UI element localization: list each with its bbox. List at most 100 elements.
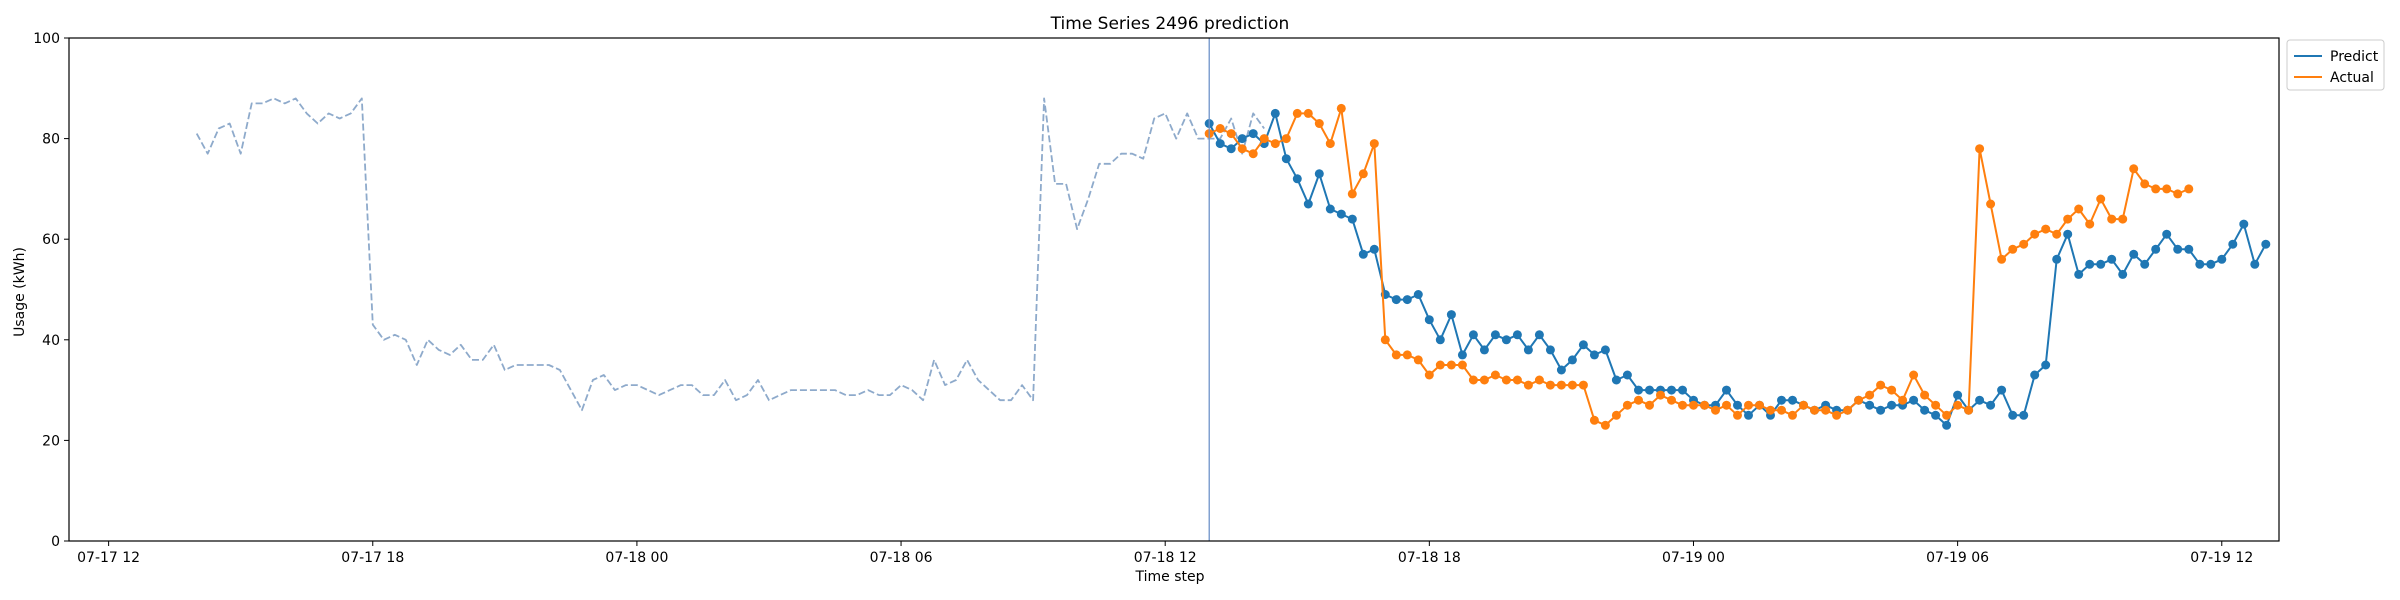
x-axis-title: Time step xyxy=(1135,569,1205,585)
data-point-actual xyxy=(1259,134,1269,144)
chart-title: Time Series 2496 prediction xyxy=(1050,14,1290,34)
data-point-predict xyxy=(1270,108,1280,118)
data-point-actual xyxy=(1622,400,1632,410)
data-point-predict xyxy=(2162,229,2172,239)
data-point-predict xyxy=(1975,395,1985,405)
data-point-actual xyxy=(1645,400,1654,410)
data-point-predict xyxy=(1722,385,1731,395)
data-point-actual xyxy=(2118,214,2128,224)
data-point-actual xyxy=(1843,405,1853,415)
data-point-predict xyxy=(1424,315,1434,325)
data-point-actual xyxy=(1854,395,1864,405)
data-point-predict xyxy=(2217,254,2227,264)
data-point-actual xyxy=(2063,214,2073,224)
data-point-predict xyxy=(1248,129,1258,139)
data-point-predict xyxy=(1744,410,1753,420)
data-point-actual xyxy=(1964,405,1974,415)
data-point-predict xyxy=(1347,214,1357,224)
data-point-predict xyxy=(1986,400,1996,410)
data-point-actual xyxy=(1435,360,1445,370)
data-point-actual xyxy=(1986,199,1996,209)
data-point-predict xyxy=(1600,345,1610,355)
data-point-actual xyxy=(1898,395,1908,405)
data-point-actual xyxy=(1909,370,1919,380)
data-point-predict xyxy=(1402,295,1412,305)
data-point-predict xyxy=(2118,269,2128,279)
data-point-predict xyxy=(1501,335,1511,345)
data-point-actual xyxy=(1578,380,1588,390)
data-point-predict xyxy=(1942,420,1952,430)
data-point-actual xyxy=(1777,405,1786,415)
data-point-predict xyxy=(1931,410,1941,420)
data-point-predict xyxy=(1336,209,1346,219)
data-point-predict xyxy=(2151,244,2161,254)
data-point-actual xyxy=(2019,239,2029,249)
data-point-actual xyxy=(1788,410,1797,420)
data-point-predict xyxy=(2063,229,2073,239)
x-tick-label: 07-19 12 xyxy=(2190,550,2253,566)
y-tick-label: 80 xyxy=(42,132,60,148)
data-point-predict xyxy=(1634,385,1643,395)
data-point-actual xyxy=(2074,204,2084,214)
data-point-actual xyxy=(1215,124,1225,133)
data-point-actual xyxy=(1534,375,1544,385)
data-point-actual xyxy=(2041,224,2051,234)
data-point-actual xyxy=(1523,380,1533,390)
data-point-actual xyxy=(1733,410,1742,420)
data-point-actual xyxy=(1887,385,1897,395)
data-point-actual xyxy=(1821,405,1831,415)
data-point-predict xyxy=(1281,154,1291,164)
data-point-predict xyxy=(1215,139,1225,149)
data-point-actual xyxy=(1303,108,1313,118)
data-point-actual xyxy=(1997,254,2007,264)
data-point-predict xyxy=(2173,244,2183,254)
data-point-actual xyxy=(1391,350,1401,360)
data-point-predict xyxy=(1556,365,1566,375)
data-point-actual xyxy=(1832,410,1842,420)
data-point-predict xyxy=(2030,370,2040,380)
data-point-actual xyxy=(1446,360,1456,370)
data-point-actual xyxy=(1270,139,1280,149)
data-point-actual xyxy=(1656,390,1665,400)
data-point-actual xyxy=(2085,219,2095,229)
data-point-actual xyxy=(1490,370,1500,380)
data-point-predict xyxy=(1446,310,1456,320)
data-point-actual xyxy=(2151,184,2161,194)
data-point-actual xyxy=(1589,415,1599,425)
data-point-actual xyxy=(1810,405,1819,415)
data-point-predict xyxy=(1567,355,1577,365)
data-point-predict xyxy=(1953,390,1963,400)
data-point-actual xyxy=(1512,375,1522,385)
x-tick-label: 07-18 06 xyxy=(870,550,933,566)
data-point-predict xyxy=(2239,219,2249,229)
axis-ticks: 0 20 40 60 80 100 07-17 12 07-17 18 07-18 00 07-1… xyxy=(33,31,2253,566)
data-point-predict xyxy=(1678,385,1687,395)
data-point-predict xyxy=(1667,385,1676,395)
data-point-actual xyxy=(1975,144,1985,154)
y-axis-title: Usage (kWh) xyxy=(12,247,28,337)
y-tick-label: 40 xyxy=(42,333,60,349)
data-point-predict xyxy=(2228,239,2238,249)
data-point-actual xyxy=(1556,380,1566,390)
data-point-predict xyxy=(2052,254,2062,264)
x-tick-label: 07-18 12 xyxy=(1134,550,1197,566)
data-point-predict xyxy=(1490,330,1500,340)
data-point-actual xyxy=(1248,149,1258,159)
data-point-predict xyxy=(1457,350,1467,360)
x-tick-label: 07-19 00 xyxy=(1662,550,1725,566)
data-point-predict xyxy=(1534,330,1544,340)
data-point-actual xyxy=(1424,370,1434,380)
data-point-actual xyxy=(2173,189,2183,199)
data-point-actual xyxy=(1755,400,1764,410)
data-point-predict xyxy=(1314,169,1324,179)
data-point-actual xyxy=(1369,139,1379,149)
data-point-predict xyxy=(1435,335,1445,345)
data-point-actual xyxy=(1292,108,1302,118)
data-point-actual xyxy=(1744,400,1753,410)
data-point-actual xyxy=(1380,335,1390,345)
data-point-predict xyxy=(1645,385,1654,395)
legend-label-predict: Predict xyxy=(2330,49,2379,65)
data-point-actual xyxy=(1413,355,1423,365)
data-point-actual xyxy=(1689,400,1698,410)
